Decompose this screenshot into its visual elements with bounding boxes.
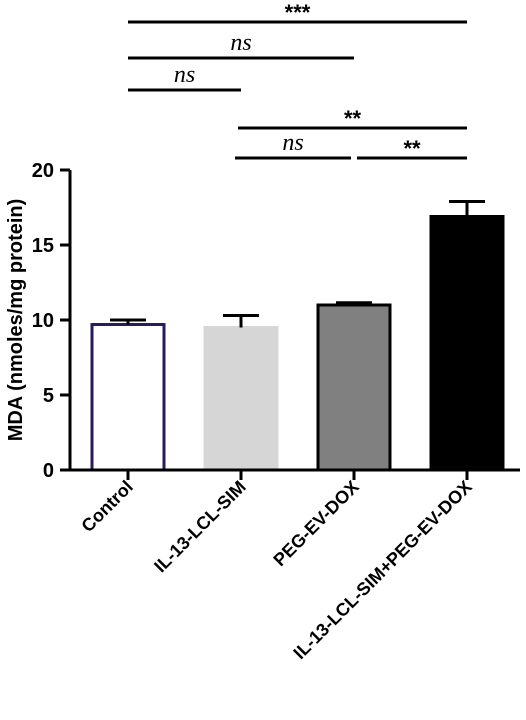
y-tick-label: 15 [32,235,54,257]
bar-il-13-lcl-sim [203,326,279,472]
y-tick-label: 20 [32,160,54,182]
significance-label: ns [282,130,303,156]
significance-label: ** [344,106,362,131]
x-tick-labels: Control IL-13-LCL-SIM PEG-EV-DOXIL-13-LCL-… [77,470,476,663]
y-axis-title: MDA (nmoles/mg protein) [5,199,27,442]
bar-il-13-lcl-sim-peg-ev-dox [429,215,505,472]
y-tick-label: 10 [32,310,54,332]
x-tick-label: PEG-EV-DOX [269,477,362,570]
x-tick-label: IL-13-LCL-SIM+PEG-EV-DOX [289,477,475,663]
bar-control [90,323,166,472]
significance-label: ns [230,30,251,56]
bar-peg-ev-dox [316,303,392,472]
significance-brackets: *** ns ns ** ns ** [128,0,467,161]
significance-label: *** [285,0,311,25]
bars [90,215,505,472]
y-tick-label: 0 [43,460,54,482]
y-ticks: 0 5 10 15 20 [32,160,70,482]
y-tick-label: 5 [43,385,54,407]
x-tick-label: IL-13-LCL-SIM [150,477,250,577]
error-bars [110,200,485,328]
significance-label: ** [403,136,421,161]
significance-label: ns [174,62,195,88]
x-tick-label: Control [77,477,136,536]
